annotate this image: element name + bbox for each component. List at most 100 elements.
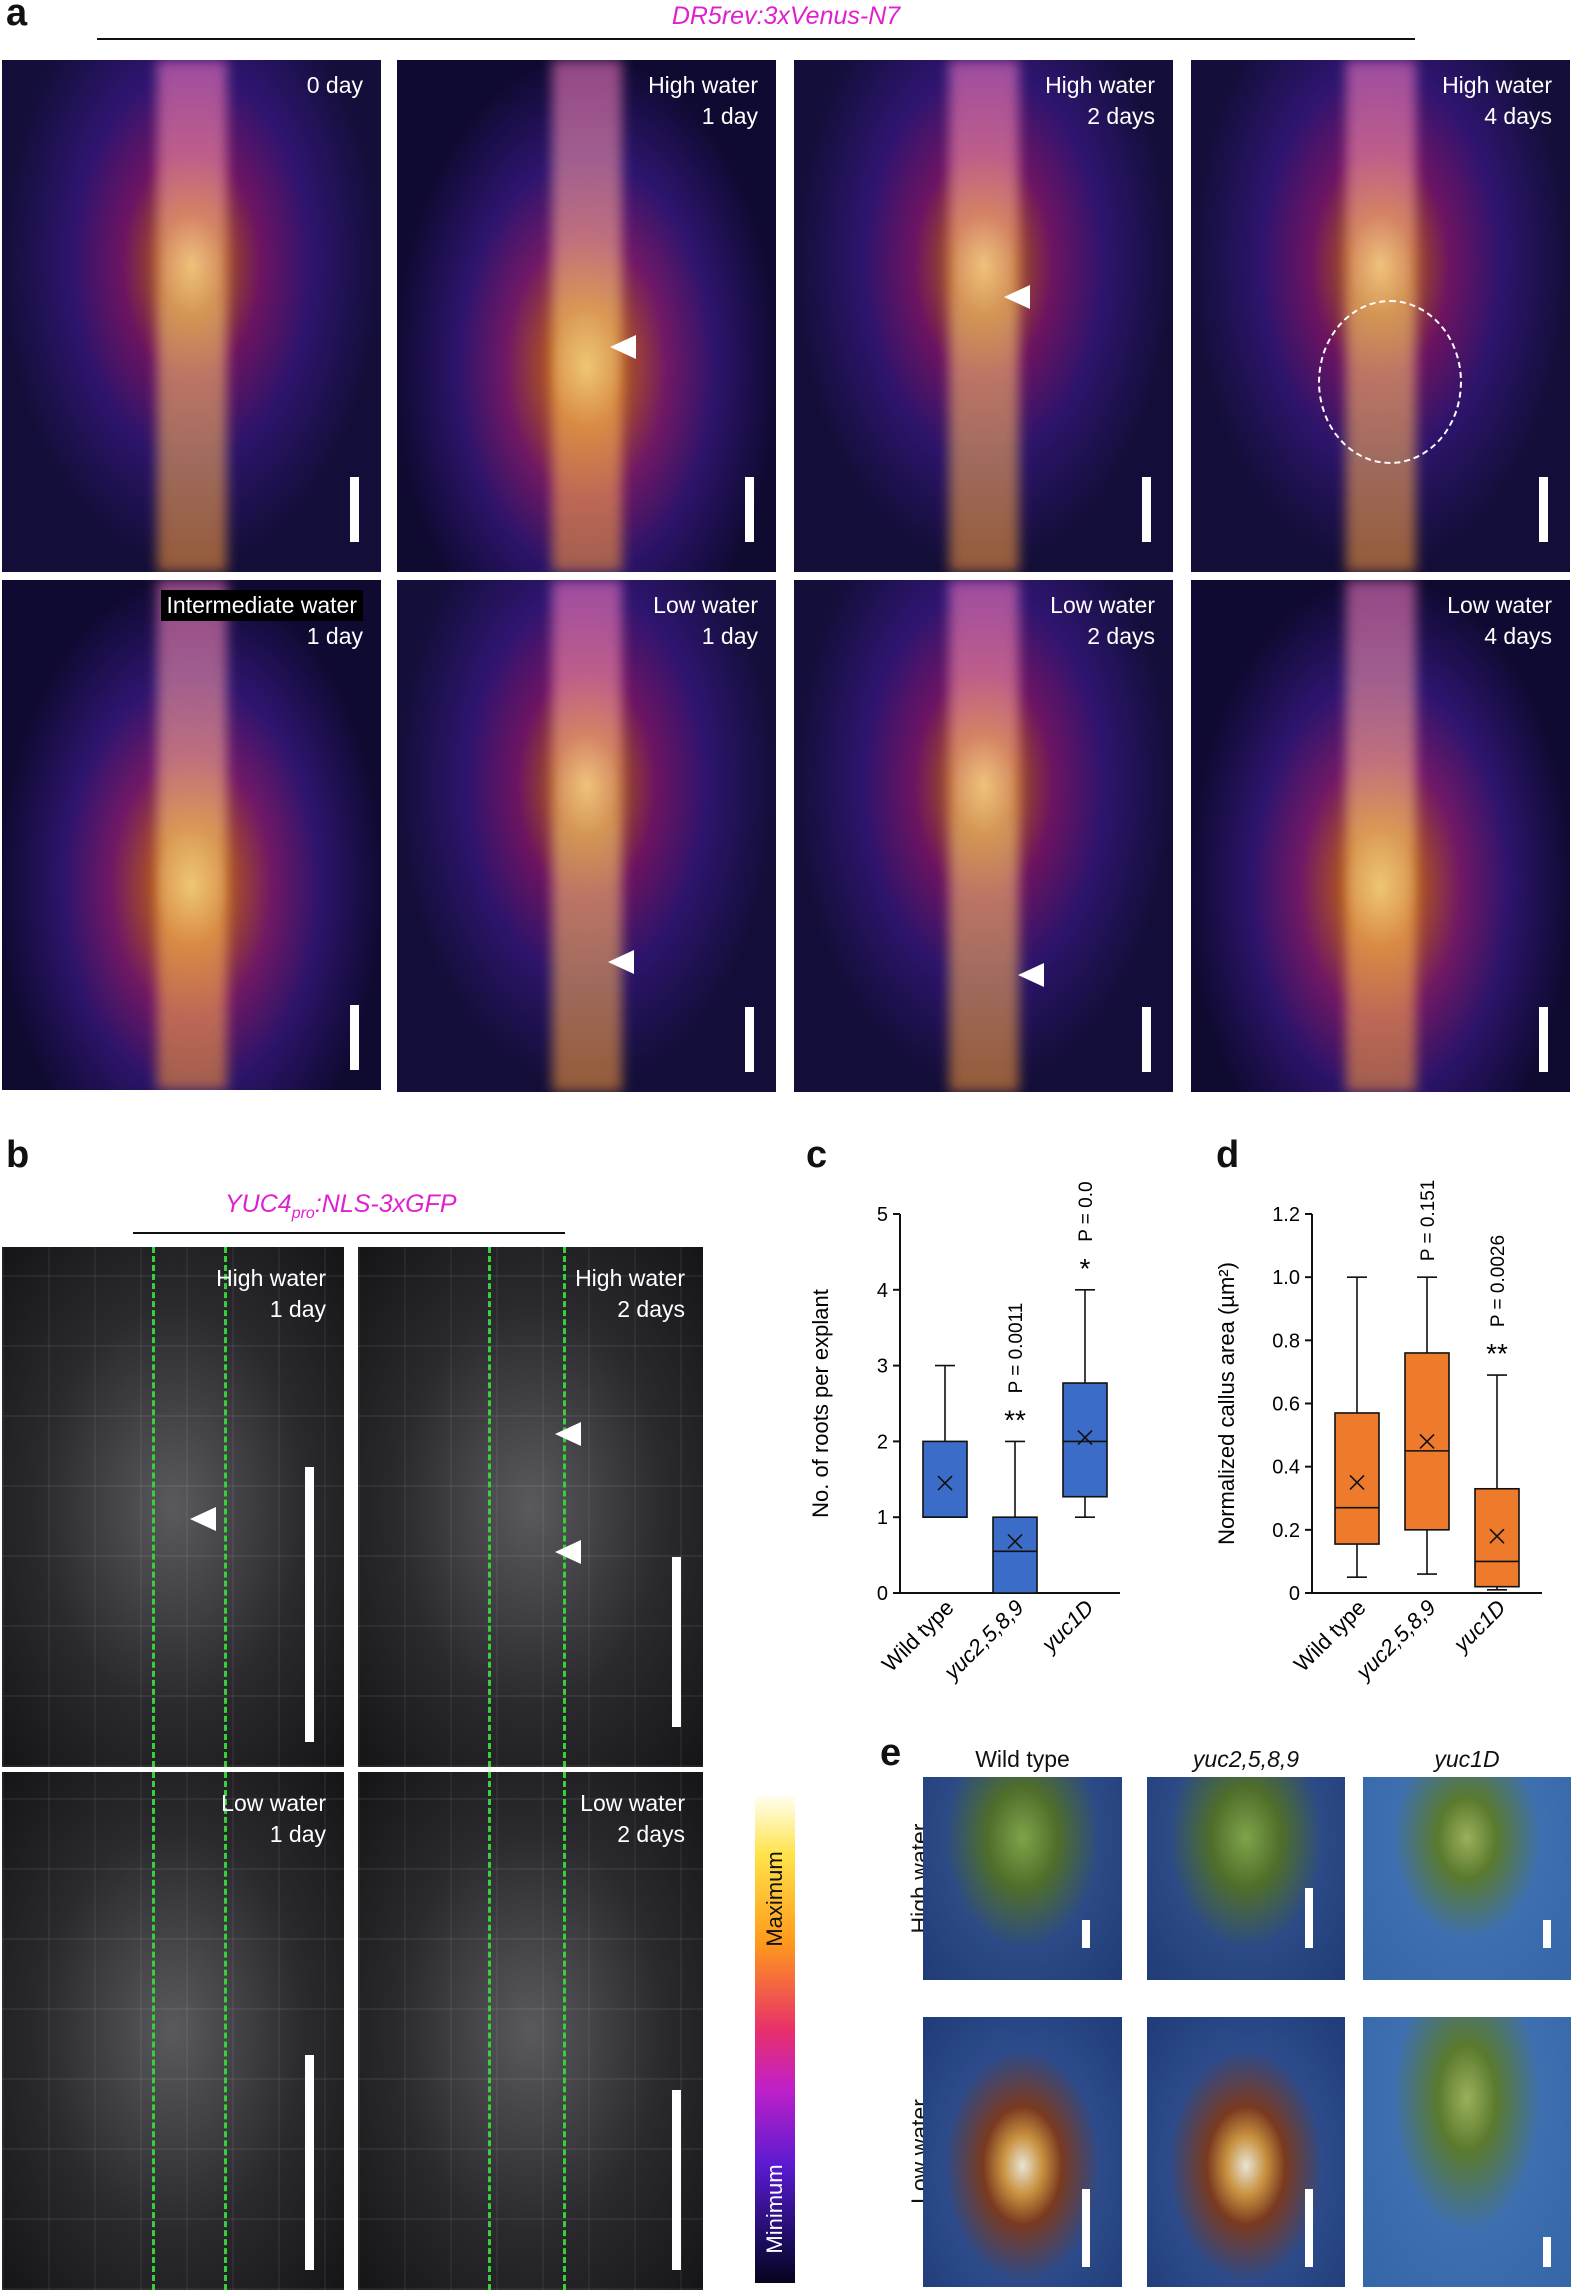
panel-d-letter: d	[1216, 1134, 1240, 1176]
label-line1: Low water	[1447, 592, 1552, 618]
scale-bar	[1543, 2237, 1551, 2267]
y-tick-label: 1.2	[1272, 1204, 1300, 1226]
panel-b-construct: YUC4pro:NLS-3xGFP	[225, 1190, 457, 1223]
stele-signal	[551, 580, 622, 1092]
y-tick-label: 0.6	[1272, 1394, 1300, 1416]
arrowhead-icon	[1018, 963, 1044, 987]
box	[1474, 1487, 1520, 1588]
arrowhead-icon	[1004, 285, 1030, 309]
stele-signal	[948, 580, 1019, 1092]
panel-a-image-label: High water 1 day	[648, 70, 758, 132]
stele-signal	[948, 60, 1019, 572]
panel-e-column-header: yuc1D	[1434, 1746, 1500, 1772]
y-tick-label: 4	[877, 1280, 888, 1302]
panel-a-image-6: Low water 1 day	[397, 580, 776, 1092]
callus-outline	[1318, 300, 1462, 464]
panel-a-image-label: Intermediate water 1 day	[160, 590, 363, 652]
scale-bar	[672, 1557, 681, 1727]
y-tick-label: 0.8	[1272, 1330, 1300, 1352]
mean-marker	[1077, 1430, 1093, 1446]
scale-bar	[1539, 477, 1548, 542]
stele-signal	[551, 60, 622, 572]
panel-e-column-header: yuc2,5,8,9	[1192, 1746, 1300, 1772]
colorbar-max-label: Maximum	[762, 1851, 787, 1947]
label-line1: Intermediate water	[160, 590, 363, 621]
label-line2: 1 day	[269, 1821, 326, 1847]
vasculature-outline-left	[488, 1247, 491, 1767]
scale-bar	[745, 1007, 754, 1072]
vasculature-outline-left	[152, 1772, 155, 2290]
category-label: yuc1D	[1035, 1595, 1098, 1658]
y-tick-label: 1	[877, 1507, 888, 1529]
label-line2: 4 days	[1484, 103, 1552, 129]
panel-b-letter: b	[6, 1134, 30, 1176]
mean-marker	[937, 1475, 953, 1491]
y-axis-label: Normalized callus area (µm²)	[1214, 1262, 1239, 1545]
y-tick-label: 2	[877, 1431, 888, 1453]
vasculature-outline-left	[152, 1247, 155, 1767]
y-tick-label: 0.2	[1272, 1520, 1300, 1542]
mean-marker	[1349, 1474, 1365, 1491]
panel-a-image-label: High water 4 days	[1442, 70, 1552, 132]
label-line2: 1 day	[269, 1296, 326, 1322]
stele-signal	[156, 580, 227, 1090]
panel-a-letter: a	[6, 0, 28, 34]
label-line1: High water	[575, 1265, 685, 1291]
y-tick-label: 0	[877, 1583, 888, 1605]
label-line2: 1 day	[306, 623, 363, 649]
label-line2: 2 days	[1087, 103, 1155, 129]
label-line2: 4 days	[1484, 623, 1552, 649]
y-axis-label: No. of roots per explant	[808, 1289, 833, 1518]
panel-b-image-label: High water 1 day	[216, 1263, 326, 1325]
panel-b-image-4: Low water 2 days	[358, 1772, 703, 2290]
panel-e-photo-1-2	[1147, 1777, 1345, 1980]
scale-bar	[1082, 1920, 1090, 1948]
panel-c-letter: c	[806, 1134, 828, 1176]
panel-e-photo-2-2	[1147, 2017, 1345, 2287]
label-line1: High water	[216, 1265, 326, 1291]
vasculature-outline-right	[563, 1247, 566, 1767]
panel-a-image-label: Low water 2 days	[1050, 590, 1155, 652]
intensity-colorbar: Maximum Minimum	[755, 1796, 795, 2283]
arrowhead-icon	[610, 335, 636, 359]
label-line1: High water	[648, 72, 758, 98]
arrowhead-icon	[555, 1422, 581, 1446]
panel-a-image-2: High water 1 day	[397, 60, 776, 572]
mean-marker	[1489, 1528, 1505, 1544]
vasculature-outline-right	[224, 1247, 227, 1767]
y-tick-label: 0	[1289, 1583, 1300, 1605]
panel-a-image-3: High water 2 days	[794, 60, 1173, 572]
p-value-label: P = 0.0168	[1076, 1180, 1097, 1242]
box	[1062, 1382, 1108, 1498]
vasculature-outline-left	[488, 1772, 491, 2290]
box	[992, 1516, 1038, 1594]
label-line1: Low water	[580, 1790, 685, 1816]
panel-a-image-1: 0 day	[2, 60, 381, 572]
y-tick-label: 3	[877, 1356, 888, 1378]
stele-signal	[1345, 580, 1416, 1092]
arrowhead-icon	[190, 1507, 216, 1531]
significance-stars: **	[1004, 1404, 1026, 1435]
scale-bar	[1539, 1007, 1548, 1072]
panel-b-gene-rest: :NLS-3xGFP	[314, 1190, 457, 1218]
significance-stars: **	[1486, 1338, 1508, 1369]
arrowhead-icon	[608, 950, 634, 974]
scale-bar	[1305, 1888, 1313, 1948]
label-line2: 1 day	[701, 623, 758, 649]
panel-e-photo-2-3	[1363, 2017, 1571, 2287]
panel-b-image-label: High water 2 days	[575, 1263, 685, 1325]
label-line2: 2 days	[617, 1821, 685, 1847]
scale-bar	[1142, 1007, 1151, 1072]
label-line2: 2 days	[617, 1296, 685, 1322]
scale-bar	[672, 2090, 681, 2270]
box	[1404, 1352, 1450, 1531]
panel-a-image-label: Low water 4 days	[1447, 590, 1552, 652]
panel-a-image-label: High water 2 days	[1045, 70, 1155, 132]
p-value-label: P = 0.0011	[1006, 1303, 1027, 1394]
label-line2: 1 day	[701, 103, 758, 129]
panel-a-image-label: Low water 1 day	[653, 590, 758, 652]
label-line1: Low water	[221, 1790, 326, 1816]
scale-bar	[350, 1005, 359, 1070]
scale-bar	[305, 1467, 314, 1742]
